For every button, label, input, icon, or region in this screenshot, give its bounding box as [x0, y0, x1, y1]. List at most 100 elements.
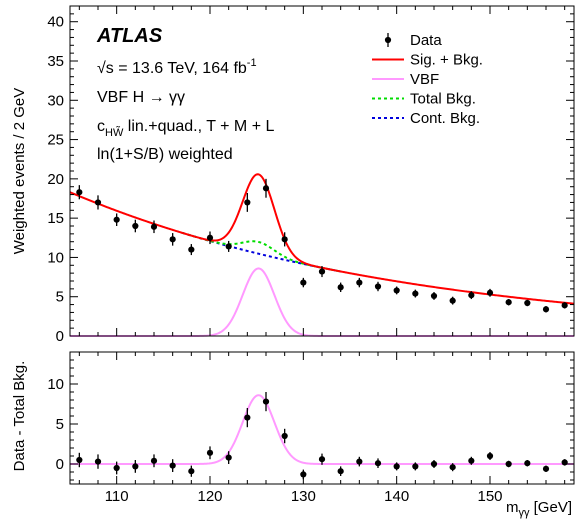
coupling-label: cHW̃ lin.+quad., T + M + L	[97, 118, 274, 139]
data-point	[561, 302, 568, 309]
main-frame	[69, 5, 575, 337]
residual-data-points	[76, 392, 568, 480]
x-tick-label: 150	[477, 488, 502, 505]
main-y-tick-label: 30	[47, 92, 64, 109]
residual-ylabel: Data - Total Bkg.	[11, 361, 28, 472]
residual-ticks: 110 120 130 140 150 0 5 10	[47, 352, 574, 505]
legend-label: Data	[410, 32, 442, 49]
residual-frame	[69, 351, 575, 485]
data-point	[449, 296, 456, 305]
residual-point	[113, 461, 120, 475]
residual-point	[542, 465, 550, 472]
residual-point	[262, 392, 270, 412]
data-point	[468, 291, 475, 300]
data-point	[505, 299, 512, 306]
legend: Data Sig. + Bkg. VBF Total Bkg. Cont. Bkg.	[372, 32, 483, 127]
data-point	[356, 277, 363, 288]
main-y-tick-label: 25	[47, 132, 64, 149]
legend-label: Cont. Bkg.	[410, 110, 480, 127]
legend-entry: Cont. Bkg.	[372, 110, 480, 127]
sig-plus-bkg-curve	[69, 173, 575, 305]
residual-point	[337, 466, 344, 476]
main-curves	[69, 173, 575, 337]
residual-point	[468, 456, 475, 465]
main-y-tick-label: 10	[47, 249, 64, 266]
data-point	[94, 195, 102, 210]
legend-entry: Total Bkg.	[372, 91, 476, 108]
residual-point	[524, 460, 531, 467]
residual-point	[281, 428, 288, 444]
data-point	[132, 219, 139, 233]
vbf-curve	[70, 267, 574, 337]
data-point	[281, 232, 288, 247]
residual-point	[244, 408, 251, 428]
main-ticks: 0 5 10 15 20 25 30 35 40	[47, 6, 574, 345]
residual-point	[356, 456, 363, 467]
x-tick-label: 130	[291, 488, 316, 505]
residual-point	[449, 463, 456, 472]
residual-point	[318, 453, 326, 465]
x-tick-label: 120	[197, 488, 222, 505]
residual-point	[132, 460, 139, 473]
data-point	[169, 233, 176, 246]
atlas-label: ATLAS	[96, 25, 163, 47]
residual-point	[94, 454, 102, 469]
residual-point	[206, 446, 214, 460]
legend-label: Sig. + Bkg.	[410, 52, 483, 69]
legend-entry: VBF	[372, 71, 439, 88]
legend-entry: Data	[384, 32, 442, 49]
data-point	[542, 306, 550, 313]
residual-point	[505, 460, 512, 468]
data-point	[150, 220, 158, 234]
data-point	[244, 193, 251, 212]
energy-lumi-label: √s = 13.6 TeV, 164 fb-1	[97, 57, 257, 77]
process-label: VBF H → γγ	[97, 89, 185, 106]
data-point	[225, 240, 232, 252]
data-point	[206, 231, 214, 245]
main-panel: 0 5 10 15 20 25 30 35 40 ATLAS √s = 13.6 TeV, 16…	[11, 5, 575, 345]
data-point	[337, 282, 344, 292]
data-point	[262, 178, 270, 198]
main-data-points	[76, 178, 568, 313]
data-point	[393, 286, 400, 295]
data-point	[524, 299, 531, 307]
residual-point	[188, 465, 195, 477]
residual-point	[374, 458, 382, 468]
x-tick-label: 110	[105, 488, 129, 505]
residual-point	[430, 460, 438, 468]
x-axis-label: mγγ [GeV]	[506, 499, 572, 519]
main-ylabel: Weighted events / 2 GeV	[11, 88, 28, 255]
residual-point	[169, 459, 176, 472]
data-point	[374, 281, 382, 292]
residual-panel: 110 120 130 140 150 0 5 10 Data - Total Bkg. mγ…	[11, 351, 575, 519]
data-point	[300, 277, 307, 288]
main-y-tick-label: 0	[56, 328, 64, 345]
x-tick-label: 140	[384, 488, 409, 505]
residual-point	[150, 454, 158, 468]
main-y-tick-label: 35	[47, 53, 64, 70]
legend-entry: Sig. + Bkg.	[372, 52, 483, 69]
residual-point	[393, 462, 400, 471]
data-point	[76, 185, 83, 200]
data-point	[318, 266, 326, 278]
residual-y-tick-label: 10	[47, 376, 64, 393]
legend-label: Total Bkg.	[410, 91, 476, 108]
data-point	[113, 213, 120, 226]
data-point	[430, 292, 438, 300]
residual-point	[412, 462, 419, 471]
data-point	[486, 288, 494, 297]
residual-y-tick-label: 5	[56, 416, 64, 433]
residual-point	[486, 452, 494, 460]
main-y-tick-label: 20	[47, 171, 64, 188]
residual-point	[76, 452, 83, 468]
data-point	[188, 244, 195, 256]
main-y-tick-label: 40	[47, 14, 64, 31]
residual-point	[225, 451, 232, 464]
main-y-tick-label: 5	[56, 289, 64, 306]
weighting-label: ln(1+S/B) weighted	[97, 146, 233, 163]
data-point	[412, 289, 419, 298]
main-y-tick-label: 15	[47, 210, 64, 227]
residual-y-tick-label: 0	[56, 456, 64, 473]
legend-label: VBF	[410, 71, 439, 88]
